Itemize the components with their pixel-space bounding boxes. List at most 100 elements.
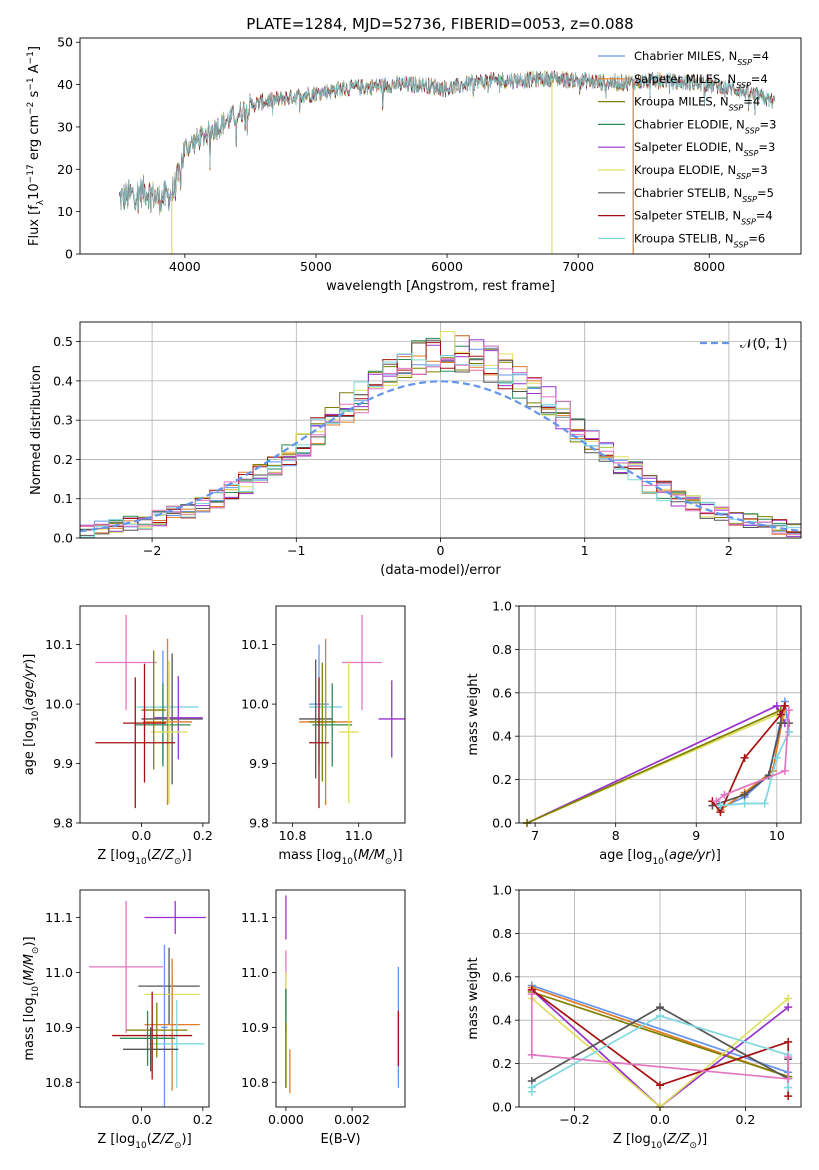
plot-area xyxy=(285,895,400,1094)
y-tick-label: 10.1 xyxy=(241,637,269,652)
weight-line xyxy=(530,994,790,1080)
weight-marker xyxy=(760,799,769,808)
x-tick-label: 9 xyxy=(692,828,700,843)
weight-marker xyxy=(656,1003,664,1012)
x-tick-label: 2 xyxy=(725,543,733,558)
plot-area xyxy=(95,614,203,809)
plot-area xyxy=(89,900,206,1107)
x-tick-label: 0.0 xyxy=(650,1112,670,1127)
x-tick-label: 8000 xyxy=(693,259,725,274)
y-tick-label: 1.0 xyxy=(492,883,512,898)
weight-line xyxy=(526,709,782,824)
weight-marker xyxy=(527,1050,536,1059)
x-axis-label: Z [log10(Z/Z⊙)] xyxy=(97,1132,191,1151)
y-tick-label: 11.1 xyxy=(241,910,269,925)
histogram-series xyxy=(80,345,801,535)
x-tick-label: 11.0 xyxy=(345,828,373,843)
x-tick-label: 0.000 xyxy=(268,1112,304,1127)
weight-marker xyxy=(740,790,749,799)
y-tick-label: 0.4 xyxy=(492,729,512,744)
x-tick-label: 7 xyxy=(531,828,539,843)
weight-marker xyxy=(656,1011,664,1020)
y-tick-label: 0.6 xyxy=(492,685,512,700)
y-tick-label: 0 xyxy=(65,247,73,262)
weight-marker xyxy=(720,790,729,799)
y-tick-label: 0.8 xyxy=(492,642,512,657)
legend-label: Salpeter STELIB, NSSP=4 xyxy=(634,209,773,227)
x-axis-label: Z [log10(Z/Z⊙)] xyxy=(613,1132,707,1151)
y-tick-label: 11.1 xyxy=(45,910,73,925)
y-axis-label: Flux [fλ10−17 erg cm−2 s−1 A−1] xyxy=(26,46,46,246)
x-tick-label: 6000 xyxy=(431,259,463,274)
weight-line xyxy=(715,710,790,802)
legend: Chabrier MILES, NSSP=4 Salpeter MILES, NS… xyxy=(598,49,776,249)
panel-age-vs-mass: 10.8 11.0 9.8 9.9 10.0 10.1 mass [log10(M/M⊙)] xyxy=(241,605,406,867)
x-tick-label: 0.002 xyxy=(334,1112,370,1127)
y-tick-label: 0.8 xyxy=(492,926,512,941)
legend-label: Salpeter MILES, NSSP=4 xyxy=(634,72,768,90)
weight-marker xyxy=(784,994,793,1003)
weight-marker xyxy=(776,710,785,719)
y-tick-label: 0.2 xyxy=(492,772,512,787)
x-tick-label: 5000 xyxy=(300,259,332,274)
x-tick-label: 0 xyxy=(437,543,445,558)
panel-weight-vs-age: 7 8 9 10 0.0 0.2 0.4 0.6 0.8 1.0 age [log10(age/yr… xyxy=(466,599,802,867)
legend-label: Chabrier ELODIE, NSSP=3 xyxy=(634,117,776,135)
x-tick-label: 0.2 xyxy=(736,1112,756,1127)
y-axis-label: mass weight xyxy=(466,957,481,1039)
plot-area xyxy=(119,69,776,254)
y-tick-label: 0.5 xyxy=(53,334,73,349)
y-tick-label: 0.2 xyxy=(53,452,73,467)
spectrum-line xyxy=(119,70,776,214)
weight-marker xyxy=(780,766,789,775)
weight-marker xyxy=(716,801,725,810)
x-tick-label: 10.8 xyxy=(279,828,307,843)
weight-marker xyxy=(772,753,781,762)
weight-marker xyxy=(784,1037,793,1046)
weight-marker xyxy=(784,1074,793,1083)
axes-frame xyxy=(79,605,210,824)
axes-frame xyxy=(518,605,802,824)
figure-title: PLATE=1284, MJD=52736, FIBERID=0053, z=0… xyxy=(246,15,633,33)
x-tick-label: −0.2 xyxy=(559,1112,589,1127)
weight-marker xyxy=(784,1003,793,1012)
y-tick-label: 10.9 xyxy=(45,1020,73,1035)
y-tick-label: 0.6 xyxy=(492,969,512,984)
x-tick-label: 0.0 xyxy=(131,1112,151,1127)
weight-marker xyxy=(740,799,749,808)
y-tick-label: 0.4 xyxy=(492,1013,512,1028)
plot-area xyxy=(299,614,405,809)
y-tick-label: 10.0 xyxy=(45,697,73,712)
y-tick-label: 50 xyxy=(57,35,73,50)
y-tick-label: 0.4 xyxy=(53,373,73,388)
weight-marker xyxy=(780,701,789,710)
x-axis-label: Z [log10(Z/Z⊙)] xyxy=(97,848,191,867)
legend-label: Kroupa STELIB, NSSP=6 xyxy=(634,231,765,249)
axes-frame xyxy=(79,889,210,1108)
panel-residuals: −2 −1 0 1 2 0.0 0.1 0.2 0.3 0.4 0.5 𝒩(0, 1) (data-mo… xyxy=(29,321,802,578)
y-tick-label: 40 xyxy=(57,77,73,92)
y-tick-label: 9.8 xyxy=(53,816,73,831)
plot-area xyxy=(527,981,793,1111)
x-tick-label: −1 xyxy=(287,543,305,558)
x-tick-label: 4000 xyxy=(169,259,201,274)
panel-weight-vs-Z: −0.2 0.0 0.2 0.0 0.2 0.4 0.6 0.8 1.0 Z [log10(Z/Z… xyxy=(466,883,802,1151)
y-tick-label: 11.0 xyxy=(241,965,269,980)
x-tick-label: 8 xyxy=(612,828,620,843)
weight-marker xyxy=(740,753,749,762)
panel-age-vs-Z: 0.0 0.2 9.8 9.9 10.0 10.1 Z [log10(Z/Z⊙)] age [… xyxy=(22,605,213,867)
weight-marker xyxy=(656,1081,664,1090)
weight-marker xyxy=(772,701,781,710)
x-axis-label: wavelength [Angstrom, rest frame] xyxy=(326,279,555,294)
x-tick-label: 0.0 xyxy=(131,828,151,843)
x-tick-label: 0.2 xyxy=(193,828,213,843)
x-tick-label: 1 xyxy=(581,543,589,558)
y-tick-label: 30 xyxy=(57,119,73,134)
x-tick-label: 0.2 xyxy=(193,1112,213,1127)
y-tick-label: 0.0 xyxy=(492,816,512,831)
weight-marker xyxy=(784,1053,793,1062)
legend-label: Chabrier STELIB, NSSP=5 xyxy=(634,186,774,204)
y-tick-label: 1.0 xyxy=(492,599,512,614)
axes-frame xyxy=(79,321,802,539)
